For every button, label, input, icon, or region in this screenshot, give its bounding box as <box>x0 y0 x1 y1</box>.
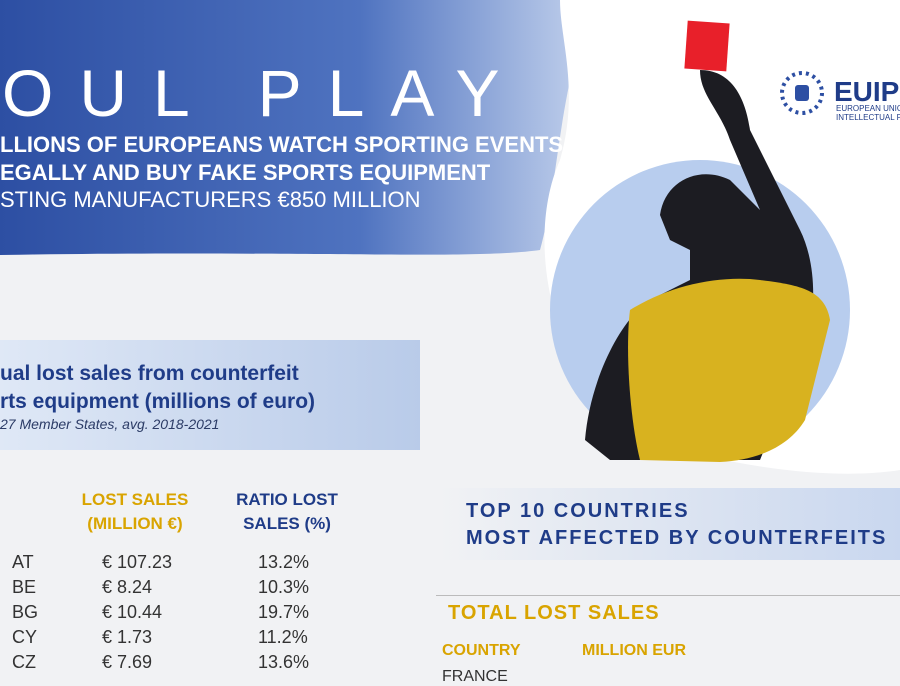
red-card <box>684 20 730 72</box>
table-cell: AT <box>12 552 34 572</box>
header-band <box>0 0 600 255</box>
table-cell: € 7.69 <box>102 652 153 672</box>
table-cell: BE <box>12 577 37 597</box>
column-header: LOST SALES (MILLION €) <box>81 490 189 533</box>
table-cell: CZ <box>12 652 36 672</box>
table-cell: 10.3% <box>258 577 310 597</box>
title: OUL PLAY <box>2 56 526 130</box>
table-cell: € 1.73 <box>102 627 153 647</box>
column-header: RATIO LOST SALES (%) <box>236 490 338 533</box>
logo-name: EUIP <box>834 76 900 107</box>
table-cell: € 107.23 <box>102 552 173 572</box>
section-note: 27 Member States, avg. 2018-2021 <box>0 416 220 432</box>
table-cell: € 8.24 <box>102 577 153 597</box>
top10-title: TOP 10 COUNTRIES <box>466 500 690 522</box>
section-title: ual lost sales from counterfeit <box>0 362 299 385</box>
section-title: rts equipment (millions of euro) <box>0 390 316 413</box>
country-cell: FRANCE <box>442 668 508 685</box>
table-cell: 13.2% <box>258 552 310 572</box>
subtitle-line: LLIONS OF EUROPEANS WATCH SPORTING EVENT… <box>0 132 564 157</box>
table-cell: 11.2% <box>258 627 308 647</box>
subtitle-line: EGALLY AND BUY FAKE SPORTS EQUIPMENT <box>0 160 491 185</box>
section-band <box>0 340 420 450</box>
logo-stars <box>780 71 824 115</box>
logo-text: EUROPEAN UNION <box>836 104 900 113</box>
logo-text: INTELLECTUAL P <box>836 113 900 122</box>
table-cell: 19.7% <box>258 602 310 622</box>
top10-subtitle: TOTAL LOST SALES <box>448 602 660 624</box>
logo-mark <box>795 85 809 101</box>
top10-title: MOST AFFECTED BY COUNTERFEITS <box>466 527 888 549</box>
referee-shirt <box>628 278 830 462</box>
table-cell: BG <box>12 602 39 622</box>
table-cell: 13.6% <box>258 652 310 672</box>
table-cell: € 10.44 <box>102 602 163 622</box>
column-header: COUNTRY <box>442 642 521 659</box>
divider <box>436 595 900 596</box>
top10-band <box>440 488 900 560</box>
subtitle-cost: STING MANUFACTURERS €850 MILLION <box>0 187 421 212</box>
table-cell: CY <box>12 627 38 647</box>
column-header: MILLION EUR <box>582 642 686 659</box>
